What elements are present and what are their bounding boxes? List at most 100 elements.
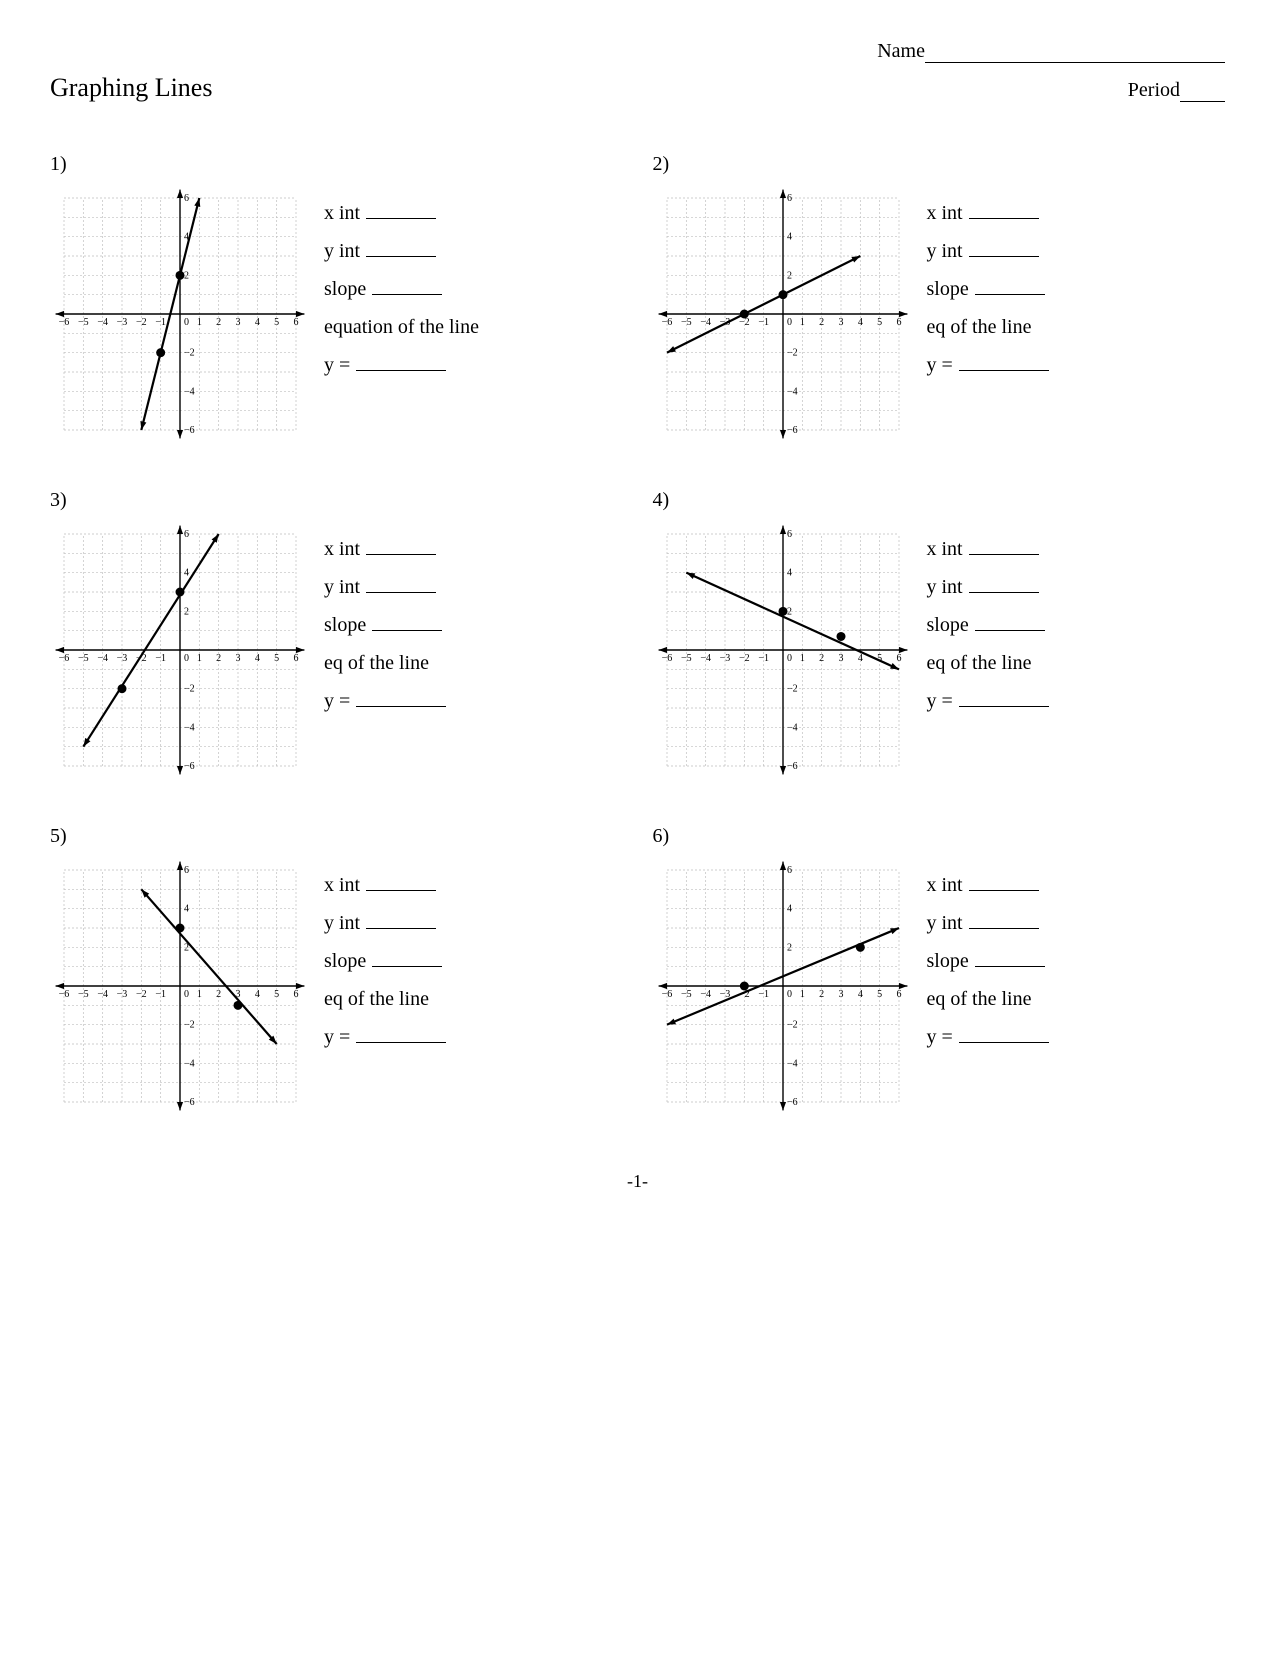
svg-text:−6: −6 bbox=[661, 989, 672, 1000]
svg-text:−5: −5 bbox=[78, 317, 89, 328]
svg-text:−4: −4 bbox=[97, 989, 108, 1000]
problem: 1)−6−5−4−3−2−1123456−6−4−22460x inty int… bbox=[50, 153, 623, 449]
svg-text:5: 5 bbox=[274, 653, 279, 664]
blank-line bbox=[969, 218, 1039, 219]
blank-line bbox=[366, 554, 436, 555]
svg-text:2: 2 bbox=[184, 270, 189, 281]
svg-text:3: 3 bbox=[236, 653, 241, 664]
svg-text:−4: −4 bbox=[97, 317, 108, 328]
svg-text:−3: −3 bbox=[117, 989, 128, 1000]
svg-text:3: 3 bbox=[838, 317, 843, 328]
label-eqline: eq of the line bbox=[324, 652, 429, 674]
svg-text:2: 2 bbox=[819, 989, 824, 1000]
svg-text:0: 0 bbox=[787, 317, 792, 328]
svg-text:−1: −1 bbox=[155, 653, 166, 664]
svg-text:−4: −4 bbox=[184, 1058, 195, 1069]
problems-grid: 1)−6−5−4−3−2−1123456−6−4−22460x inty int… bbox=[50, 153, 1225, 1121]
problem-number: 5) bbox=[50, 825, 623, 848]
svg-text:1: 1 bbox=[799, 653, 804, 664]
page-title: Graphing Lines bbox=[50, 73, 212, 103]
svg-text:−1: −1 bbox=[758, 989, 769, 1000]
svg-text:2: 2 bbox=[787, 270, 792, 281]
svg-text:4: 4 bbox=[787, 232, 792, 243]
label-xint: x int bbox=[927, 202, 963, 224]
blank-line bbox=[366, 928, 436, 929]
svg-text:0: 0 bbox=[787, 989, 792, 1000]
svg-text:2: 2 bbox=[787, 606, 792, 617]
coordinate-graph: −6−5−4−3−2−1123456−6−4−22460 bbox=[653, 520, 913, 780]
svg-text:0: 0 bbox=[184, 653, 189, 664]
problem: 2)−6−5−4−3−2−1123456−6−4−22460x inty int… bbox=[653, 153, 1226, 449]
problem: 3)−6−5−4−3−2−1123456−6−4−22460x inty int… bbox=[50, 489, 623, 785]
svg-text:6: 6 bbox=[896, 317, 901, 328]
svg-text:−4: −4 bbox=[184, 386, 195, 397]
svg-text:−6: −6 bbox=[59, 989, 70, 1000]
svg-text:1: 1 bbox=[799, 989, 804, 1000]
svg-text:−4: −4 bbox=[700, 653, 711, 664]
svg-text:6: 6 bbox=[184, 865, 189, 876]
label-xint: x int bbox=[324, 538, 360, 560]
svg-text:−6: −6 bbox=[661, 653, 672, 664]
svg-text:6: 6 bbox=[896, 989, 901, 1000]
blank-line bbox=[969, 928, 1039, 929]
period-label: Period bbox=[1128, 79, 1180, 101]
svg-text:3: 3 bbox=[236, 317, 241, 328]
blank-line bbox=[372, 966, 442, 967]
svg-text:−1: −1 bbox=[758, 317, 769, 328]
label-yint: y int bbox=[324, 240, 360, 262]
blank-line bbox=[372, 630, 442, 631]
label-slope: slope bbox=[324, 278, 366, 300]
svg-text:−5: −5 bbox=[78, 653, 89, 664]
svg-text:6: 6 bbox=[787, 865, 792, 876]
svg-text:−6: −6 bbox=[59, 653, 70, 664]
svg-text:6: 6 bbox=[787, 193, 792, 204]
label-yint: y int bbox=[324, 576, 360, 598]
blank-line bbox=[372, 294, 442, 295]
svg-text:1: 1 bbox=[197, 653, 202, 664]
problem-number: 6) bbox=[653, 825, 1226, 848]
svg-text:−5: −5 bbox=[78, 989, 89, 1000]
label-eqline: eq of the line bbox=[927, 652, 1032, 674]
svg-text:0: 0 bbox=[184, 989, 189, 1000]
svg-text:−1: −1 bbox=[155, 317, 166, 328]
label-eqline: eq of the line bbox=[927, 988, 1032, 1010]
svg-text:5: 5 bbox=[274, 989, 279, 1000]
label-yeq: y = bbox=[927, 354, 953, 376]
label-xint: x int bbox=[324, 874, 360, 896]
svg-text:1: 1 bbox=[799, 317, 804, 328]
coordinate-graph: −6−5−4−3−2−1123456−6−4−22460 bbox=[653, 184, 913, 444]
svg-text:−4: −4 bbox=[787, 722, 798, 733]
svg-text:−4: −4 bbox=[787, 386, 798, 397]
answer-labels: x inty intslopeeq of the liney = bbox=[927, 520, 1049, 720]
label-xint: x int bbox=[927, 538, 963, 560]
svg-text:−6: −6 bbox=[787, 1097, 798, 1108]
label-yeq: y = bbox=[927, 1026, 953, 1048]
svg-text:4: 4 bbox=[787, 904, 792, 915]
problem-number: 4) bbox=[653, 489, 1226, 512]
blank-line bbox=[366, 592, 436, 593]
svg-text:−2: −2 bbox=[787, 348, 798, 359]
coordinate-graph: −6−5−4−3−2−1123456−6−4−22460 bbox=[653, 856, 913, 1116]
svg-text:−5: −5 bbox=[681, 317, 692, 328]
page-footer: -1- bbox=[50, 1171, 1225, 1192]
answer-labels: x inty intslopeeq of the liney = bbox=[927, 184, 1049, 384]
blank-line bbox=[975, 294, 1045, 295]
answer-labels: x inty intslopeequation of the liney = bbox=[324, 184, 479, 384]
svg-text:5: 5 bbox=[877, 989, 882, 1000]
svg-text:6: 6 bbox=[184, 193, 189, 204]
svg-text:2: 2 bbox=[819, 317, 824, 328]
svg-text:−2: −2 bbox=[184, 684, 195, 695]
svg-text:4: 4 bbox=[184, 568, 189, 579]
label-yeq: y = bbox=[324, 1026, 350, 1048]
svg-text:−6: −6 bbox=[184, 1097, 195, 1108]
problem-number: 1) bbox=[50, 153, 623, 176]
svg-text:−4: −4 bbox=[184, 722, 195, 733]
svg-text:−4: −4 bbox=[700, 989, 711, 1000]
svg-text:1: 1 bbox=[197, 317, 202, 328]
blank-line bbox=[356, 1042, 446, 1043]
problem-number: 2) bbox=[653, 153, 1226, 176]
svg-text:6: 6 bbox=[294, 653, 299, 664]
label-slope: slope bbox=[927, 278, 969, 300]
name-label: Name bbox=[877, 40, 925, 62]
svg-text:−1: −1 bbox=[155, 989, 166, 1000]
